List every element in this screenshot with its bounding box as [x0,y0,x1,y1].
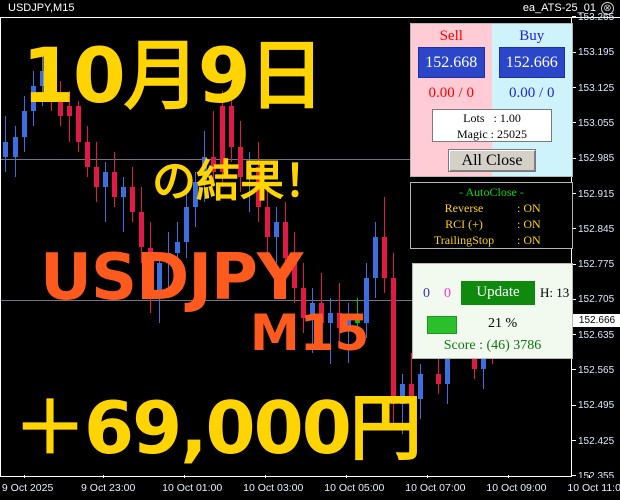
price-tick-0: 153.265 [572,12,620,24]
chart-symbol-period-label: USDJPY,M15 [8,2,75,14]
lots-magic-info: Lots : 1.00 Magic : 25025 [432,109,552,142]
price-tick-13: 152.355 [572,471,620,483]
price-tick-3: 153.055 [572,118,620,130]
price-axis[interactable]: 153.265 153.195 153.125 153.055 152.985 152.9… [571,12,620,482]
autoclose-rci-value: : ON [517,217,541,231]
ea-name-label: ea_ATS-25_01 [522,2,596,14]
time-tick-4: 10 Oct 05:00 [324,482,385,494]
overlay-profit-text: ＋69,000円 [14,386,422,470]
time-tick-mark-3 [265,475,267,478]
magic-label: Magic : 25025 [457,127,527,141]
time-tick-mark-1 [103,475,105,478]
buy-price-button[interactable]: 152.666 [498,47,565,78]
progress-bar [427,316,457,334]
price-tick-11: 152.495 [572,400,620,412]
counter-pink: 0 [444,286,451,301]
time-tick-mark-5 [427,475,429,478]
sell-label: Sell [439,28,463,44]
progress-percent: 21 % [488,316,518,331]
autoclose-reverse-key: Reverse [444,201,484,215]
autoclose-row-rci: RCI (+) : ON [411,216,572,232]
price-tick-4: 152.985 [572,153,620,165]
autoclose-trailingstop-key: TrailingStop [433,233,495,247]
close-icon[interactable]: ⊗ [601,2,614,15]
time-tick-6: 10 Oct 09:00 [486,482,547,494]
chart-titlebar: USDJPY,M15 ea_ATS-25_01 ⊗ [0,0,620,17]
sell-price-button[interactable]: 152.668 [418,47,485,78]
autoclose-panel: - AutoClose - Reverse : ON RCI (+) : ON … [410,182,573,249]
time-tick-3: 10 Oct 03:00 [243,482,304,494]
hour-label: H: 13 [540,285,570,300]
time-tick-mark-6 [508,475,510,478]
autoclose-title: - AutoClose - [459,185,524,199]
time-tick-mark-0 [23,475,25,478]
counter-blue: 0 [423,286,430,301]
price-tick-5: 152.915 [572,189,620,201]
price-tick-7: 152.775 [572,259,620,271]
price-tick-12: 152.425 [572,436,620,448]
sell-volume-label: 0.00 / 0 [428,85,474,101]
autoclose-row-trailingstop: TrailingStop : ON [411,232,572,248]
price-tick-9: 152.635 [572,330,620,342]
time-axis[interactable]: 9 Oct 2025 9 Oct 23:00 10 Oct 01:00 10 Oct … [0,475,620,500]
time-tick-0: 9 Oct 2025 [1,482,54,494]
price-tick-6: 152.845 [572,224,620,236]
price-tick-8: 152.705 [572,294,620,306]
time-tick-mark-7 [589,475,591,478]
overlay-result-text: の結果！ [152,156,328,207]
score-label: Score : (46) 3786 [443,338,542,353]
trade-panel[interactable]: Sell 152.668 0.00 / 0 Buy 152.666 0.00 /… [410,23,573,177]
time-tick-7: 10 Oct 11:00 [567,482,620,494]
time-tick-1: 9 Oct 23:00 [81,482,136,494]
buy-volume-label: 0.00 / 0 [509,85,555,101]
lots-label: Lots : 1.00 [463,111,521,125]
time-tick-mark-4 [346,475,348,478]
gridline-0 [1,159,572,160]
score-panel[interactable]: 0 0 Update H: 13 21 % Score : (46) 3786 [412,263,573,359]
overlay-pair-text: USDJPY [40,241,303,315]
titlebar-divider [0,17,620,18]
price-tick-1: 153.195 [572,47,620,59]
time-tick-5: 10 Oct 07:00 [405,482,466,494]
overlay-date-text: 10月9日 [22,31,325,120]
gridline-1 [1,300,572,301]
autoclose-row-reverse: Reverse : ON [411,200,572,216]
update-button[interactable]: Update [461,281,535,305]
current-price-tag: 152.666 [573,314,620,328]
price-tick-2: 153.125 [572,83,620,95]
time-tick-mark-2 [184,475,186,478]
autoclose-rci-key: RCI (+) [445,217,483,231]
all-close-button[interactable]: All Close [448,149,536,172]
overlay-timeframe-text: M15 [250,304,370,362]
time-tick-2: 10 Oct 01:00 [162,482,223,494]
price-tick-10: 152.565 [572,365,620,377]
buy-label: Buy [519,28,545,44]
autoclose-trailingstop-value: : ON [517,233,541,247]
autoclose-reverse-value: : ON [517,201,541,215]
